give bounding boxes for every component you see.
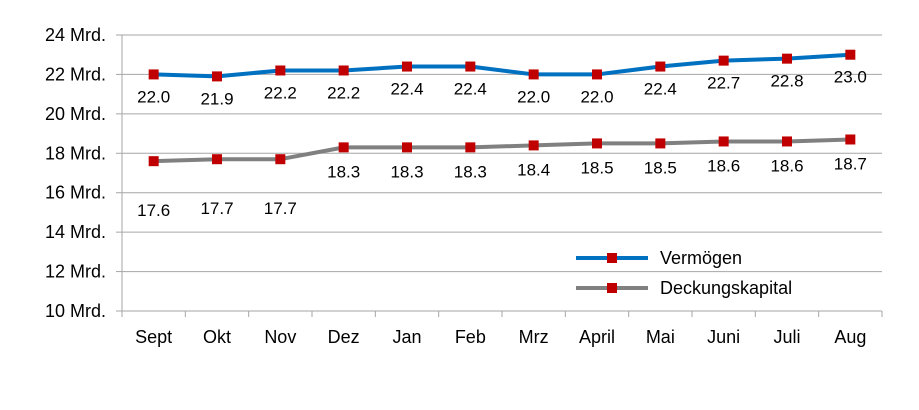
y-tick-label: 18 Mrd.: [45, 143, 106, 163]
data-point-marker: [718, 55, 729, 66]
data-label: 22.0: [517, 87, 550, 106]
series-lines: [148, 49, 856, 167]
data-point-marker: [465, 142, 476, 153]
data-point-marker: [338, 65, 349, 76]
data-label: 22.7: [707, 74, 740, 93]
data-label: 23.0: [834, 68, 867, 87]
x-tick-label: Feb: [455, 327, 486, 347]
data-point-marker: [845, 134, 856, 145]
data-point-marker: [275, 154, 286, 165]
x-tick-label: Jan: [392, 327, 421, 347]
data-label: 18.6: [707, 156, 740, 175]
data-label: 18.3: [454, 162, 487, 181]
data-point-marker: [592, 138, 602, 149]
x-tick-label: Dez: [328, 327, 360, 347]
data-point-marker: [212, 154, 222, 165]
x-tick-label: Nov: [264, 327, 296, 347]
data-point-marker: [782, 136, 792, 147]
data-point-marker: [655, 61, 666, 72]
data-label: 17.6: [137, 201, 170, 220]
data-label: 21.9: [200, 89, 233, 108]
x-tick-label: Juli: [773, 327, 800, 347]
data-labels: 22.0 21.9 22.2 22.2 22.4 22.4 22.0 22.0 22.4 22.7…: [137, 68, 867, 220]
data-label: 18.7: [834, 154, 867, 173]
data-point-marker: [212, 71, 222, 82]
x-tick-label: Mrz: [519, 327, 549, 347]
data-label: 18.4: [517, 160, 550, 179]
data-label: 18.3: [327, 162, 360, 181]
data-label: 17.7: [264, 199, 297, 218]
y-axis-tick-labels: 10 Mrd. 12 Mrd. 14 Mrd. 16 Mrd. 18 Mrd. 20 Mr…: [45, 25, 106, 321]
x-axis-tick-labels: Sept Okt Nov Dez Jan Feb Mrz April Mai Juni Juli Au…: [135, 327, 866, 347]
data-label: 22.8: [770, 72, 803, 91]
data-label: 22.2: [264, 83, 297, 102]
data-point-marker: [148, 69, 159, 80]
y-tick-label: 16 Mrd.: [45, 183, 106, 203]
data-label: 22.4: [644, 80, 677, 99]
data-point-marker: [655, 138, 666, 149]
legend-marker: [607, 283, 617, 293]
axes: [116, 34, 883, 317]
series-line-deckungskapital: [153, 137, 851, 164]
data-label: 22.4: [454, 80, 487, 99]
data-point-marker: [528, 69, 539, 80]
x-tick-label: April: [579, 327, 615, 347]
y-tick-label: 14 Mrd.: [45, 222, 106, 242]
data-point-marker: [402, 142, 412, 153]
y-tick-label: 12 Mrd.: [45, 262, 106, 282]
data-label: 18.5: [644, 158, 677, 177]
data-point-marker: [782, 53, 792, 64]
x-tick-label: Mai: [646, 327, 675, 347]
data-point-marker: [718, 136, 729, 147]
legend-marker: [607, 253, 617, 263]
data-point-marker: [402, 61, 412, 72]
y-tick-label: 20 Mrd.: [45, 104, 106, 124]
data-label: 17.7: [200, 199, 233, 218]
data-point-marker: [338, 142, 349, 153]
legend-label: Deckungskapital: [660, 278, 792, 298]
x-tick-label: Aug: [834, 327, 866, 347]
data-label: 18.5: [580, 158, 613, 177]
data-label: 18.6: [770, 156, 803, 175]
data-point-marker: [148, 156, 159, 167]
data-label: 22.4: [390, 80, 423, 99]
legend: Vermögen Deckungskapital: [576, 248, 792, 298]
data-point-marker: [275, 65, 286, 76]
x-tick-label: Juni: [707, 327, 740, 347]
series-line-vermoegen: [153, 52, 851, 79]
data-point-marker: [592, 69, 602, 80]
data-label: 22.0: [137, 87, 170, 106]
data-point-marker: [528, 140, 539, 151]
y-tick-label: 24 Mrd.: [45, 25, 106, 45]
x-tick-label: Okt: [203, 327, 231, 347]
x-tick-label: Sept: [135, 327, 172, 347]
y-tick-label: 22 Mrd.: [45, 64, 106, 84]
legend-label: Vermögen: [660, 248, 742, 268]
data-label: 18.3: [390, 162, 423, 181]
data-label: 22.0: [580, 87, 613, 106]
y-tick-label: 10 Mrd.: [45, 301, 106, 321]
data-label: 22.2: [327, 83, 360, 102]
data-point-marker: [465, 61, 476, 72]
data-point-marker: [845, 49, 856, 60]
